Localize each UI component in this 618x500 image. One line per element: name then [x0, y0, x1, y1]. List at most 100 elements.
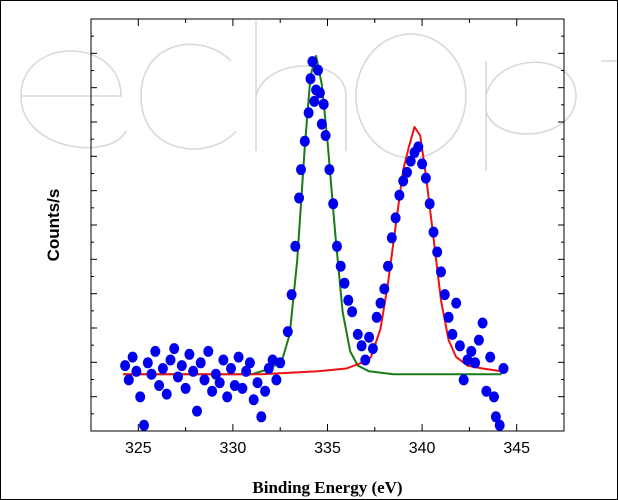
data-point	[192, 405, 202, 417]
data-point	[229, 380, 240, 391]
fit-curve	[123, 126, 502, 376]
x-tick-label: 340	[409, 440, 436, 457]
data-point	[339, 277, 350, 289]
data-point	[263, 363, 274, 374]
data-point	[383, 260, 393, 272]
data-point	[379, 283, 390, 295]
data-point	[424, 198, 435, 210]
data-point	[390, 212, 401, 224]
data-point	[316, 118, 327, 130]
data-point	[237, 382, 248, 394]
data-point	[320, 130, 331, 141]
data-point	[451, 297, 462, 309]
watermark-stroke	[140, 43, 237, 150]
data-point	[481, 385, 492, 397]
data-point	[131, 365, 142, 377]
data-point	[154, 380, 165, 391]
x-tick-label: 335	[314, 440, 341, 457]
data-point	[318, 98, 329, 110]
data-point	[490, 411, 501, 423]
data-point	[428, 226, 439, 238]
data-point	[188, 365, 199, 377]
data-point	[233, 351, 244, 363]
data-point	[275, 357, 286, 369]
data-points	[120, 56, 509, 431]
x-axis-label: Binding Energy (eV)	[252, 478, 402, 497]
data-point	[199, 374, 210, 386]
data-point	[203, 345, 214, 357]
watermark-stroke	[20, 50, 127, 149]
data-point	[180, 382, 191, 394]
data-point	[375, 297, 386, 309]
data-point	[313, 64, 323, 76]
data-point	[462, 354, 473, 366]
data-point	[458, 374, 469, 386]
data-point	[296, 164, 306, 176]
data-point	[364, 331, 375, 343]
data-point	[286, 289, 297, 301]
y-axis-label: Counts/s	[44, 189, 63, 262]
data-point	[356, 340, 367, 352]
data-point	[360, 354, 371, 366]
data-point	[307, 56, 318, 68]
data-point	[454, 340, 465, 352]
data-point	[241, 365, 252, 377]
data-point	[436, 266, 446, 278]
data-point	[466, 345, 477, 357]
data-point	[398, 175, 409, 187]
x-axis-tick-labels: 325 330 335 340 345	[125, 440, 530, 457]
data-point	[146, 368, 157, 380]
data-point	[256, 411, 267, 423]
data-point	[405, 155, 416, 167]
data-point	[489, 391, 499, 403]
data-point	[367, 343, 378, 355]
watermark-stroke	[255, 21, 347, 151]
data-point	[267, 354, 278, 366]
data-point	[123, 374, 134, 386]
data-point	[303, 107, 314, 119]
data-point	[332, 240, 342, 252]
data-point	[127, 351, 138, 363]
watermark-stroke	[485, 61, 577, 171]
data-point	[473, 334, 484, 346]
data-point	[169, 343, 180, 355]
data-point	[343, 294, 354, 306]
data-point	[252, 377, 263, 389]
x-tick-label: 345	[503, 440, 530, 457]
data-point	[494, 419, 505, 431]
data-point	[447, 328, 458, 340]
data-point	[309, 95, 320, 107]
data-point	[394, 189, 405, 201]
data-point	[443, 311, 454, 323]
data-point	[271, 374, 282, 386]
data-point	[314, 87, 325, 99]
data-point	[157, 363, 168, 374]
data-point	[260, 385, 271, 397]
data-point	[184, 348, 195, 360]
data-point	[222, 391, 233, 403]
data-point	[324, 164, 335, 176]
data-point	[248, 394, 259, 406]
data-point	[150, 345, 161, 357]
data-point	[299, 135, 310, 147]
data-point	[161, 388, 172, 400]
data-point	[305, 73, 316, 85]
x-tick-label: 330	[220, 440, 247, 457]
data-point	[371, 311, 382, 323]
data-point	[195, 357, 206, 369]
data-point	[244, 357, 255, 369]
data-point	[417, 158, 428, 170]
data-point	[294, 192, 305, 204]
data-point	[413, 141, 424, 153]
data-point	[218, 354, 229, 366]
data-point	[432, 246, 443, 258]
data-point	[165, 354, 176, 366]
data-point	[176, 360, 187, 372]
data-point	[420, 172, 431, 184]
data-point	[485, 351, 496, 363]
data-point	[335, 260, 346, 272]
data-point	[477, 317, 488, 329]
data-point	[386, 232, 397, 244]
